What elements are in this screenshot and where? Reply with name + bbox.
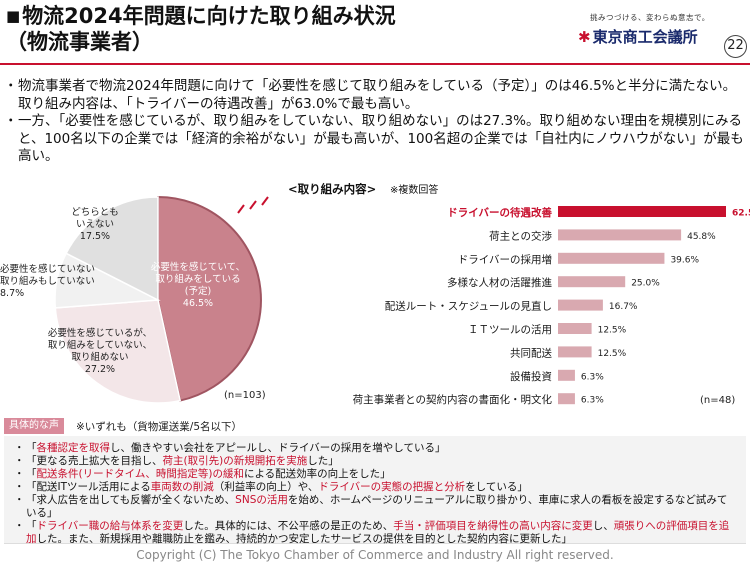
- bar-value-label: 6.3%: [581, 396, 604, 406]
- bar: [558, 323, 592, 334]
- bar-category-label: 多様な人材の活躍推進: [447, 276, 552, 289]
- bullet-mark: ・: [4, 78, 18, 94]
- voice-text: 「配送条件(リードタイム、時間指定等)の緩和による配送効率の向上をした」: [26, 468, 391, 480]
- voices-tag: 具体的な声: [4, 418, 64, 434]
- voice-text: 「更なる売上拡大を目指し、荷主(取引先)の新規開拓を実施した」: [26, 455, 339, 467]
- pie-slice-label: 必要性を感じているが、取り組みをしていない、取り組めない 27.2%: [48, 327, 152, 375]
- bar-category-label: 設備投資: [510, 370, 552, 383]
- bar-category-label: ＩＴツールの活用: [468, 324, 552, 336]
- pie-slice-label: 必要性を感じていない取り組みもしていない 8.7%: [0, 263, 95, 299]
- page-number: 22: [724, 35, 747, 58]
- bar: [558, 206, 726, 217]
- pie-n-label: (n=103): [224, 390, 266, 401]
- bar-value-label: 12.5%: [598, 326, 627, 336]
- bar: [558, 393, 575, 405]
- highlight-accent-mark: [249, 200, 257, 210]
- voice-item: ・「各種認定を取得し、働きやすい会社をアピールし、ドライバーの採用を増やしている…: [14, 442, 736, 455]
- bar-value-label: 25.0%: [631, 279, 660, 289]
- bar-chart-title: <取り組み内容>: [288, 182, 376, 196]
- summary-bullet: ・物流事業者で物流2024年問題に向けて「必要性を感じて取り組みをしている（予定…: [4, 78, 737, 112]
- header-divider: [0, 63, 750, 65]
- pie-slice: [157, 195, 262, 402]
- bar-category-label: ドライバーの待遇改善: [447, 206, 552, 219]
- bar-category-label: ドライバーの採用増: [458, 253, 552, 266]
- bar-category-label: 荷主事業者との契約内容の書面化・明文化: [353, 393, 553, 406]
- bar: [558, 346, 592, 358]
- summary-bullets: ・物流事業者で物流2024年問題に向けて「必要性を感じて取り組みをしている（予定…: [4, 78, 746, 166]
- pie-slice-label: どちらともいえない 17.5%: [71, 207, 119, 242]
- pie-slice: [54, 299, 182, 404]
- bar-category-label: 配送ルート・スケジュールの見直し: [385, 300, 552, 313]
- copyright: Copyright (C) The Tokyo Chamber of Comme…: [136, 548, 614, 562]
- voice-bullet-mark: ・: [14, 520, 25, 532]
- voice-bullet-mark: ・: [14, 481, 25, 493]
- voice-item: ・「ドライバー職の給与体系を変更した。具体的には、不公平感の是正のため、手当・評…: [14, 520, 736, 546]
- bar-value-label: 62.5%: [732, 209, 750, 219]
- voice-item: ・「配送ITツール活用による車両数の削減（利益率の向上）や、ドライバーの実態の把…: [14, 481, 736, 494]
- voices-note: ※いずれも（貨物運送業/5名以下）: [76, 421, 243, 433]
- title-line-1: ■物流2024年問題に向けた取り組み状況: [6, 4, 396, 28]
- voice-text: 「求人広告を出しても反響が全くないため、SNSの活用を始め、ホームページのリニュ…: [26, 494, 728, 519]
- bar-value-label: 16.7%: [609, 302, 638, 312]
- voice-bullet-mark: ・: [14, 455, 25, 467]
- bar-category-label: 共同配送: [510, 346, 552, 359]
- bar-value-label: 39.6%: [670, 255, 699, 265]
- bar: [558, 252, 665, 264]
- bar-value-label: 6.3%: [581, 372, 604, 382]
- summary-bullet: ・一方、「必要性を感じているが、取り組みをしていない、取り組めない」のは27.3…: [4, 113, 744, 164]
- bar-value-label: 12.5%: [598, 349, 627, 359]
- charts-area: 必要性を感じていて、取り組みをしている(予定) 46.5% 必要性を感じているが、取…: [0, 182, 750, 406]
- bar: [558, 369, 575, 381]
- voices-box: [4, 436, 746, 544]
- bar: [558, 299, 603, 311]
- logo-text: 東京商工会議所: [592, 28, 698, 46]
- logo-mark-icon: ✱: [578, 28, 591, 46]
- voice-bullet-mark: ・: [14, 494, 25, 506]
- logo: ✱ 東京商工会議所: [578, 26, 698, 47]
- voice-text: 「各種認定を取得し、働きやすい会社をアピールし、ドライバーの採用を増やしている」: [26, 442, 446, 454]
- voice-bullet-mark: ・: [14, 442, 25, 454]
- highlight-accent-mark: [237, 204, 245, 214]
- slogan: 挑みつづける、変わらぬ意志で。: [590, 13, 710, 22]
- bar-chart-subtitle: ※複数回答: [390, 183, 438, 196]
- page-title: ■物流2024年問題に向けた取り組み状況 （物流事業者）: [6, 3, 526, 55]
- bullet-mark: ・: [4, 113, 18, 129]
- voice-item: ・「求人広告を出しても反響が全くないため、SNSの活用を始め、ホームページのリニ…: [14, 494, 736, 520]
- voice-text: 「配送ITツール活用による車両数の削減（利益率の向上）や、ドライバーの実態の把握…: [26, 481, 528, 493]
- highlight-accent-mark: [261, 196, 269, 206]
- bar: [558, 276, 626, 288]
- voice-text: 「ドライバー職の給与体系を変更した。具体的には、不公平感の是正のため、手当・評価…: [26, 520, 730, 545]
- bar-category-label: 荷主との交渉: [489, 229, 552, 242]
- bar-value-label: 45.8%: [687, 232, 716, 242]
- voice-item: ・「更なる売上拡大を目指し、荷主(取引先)の新規開拓を実施した」: [14, 455, 736, 468]
- voice-item: ・「配送条件(リードタイム、時間指定等)の緩和による配送効率の向上をした」: [14, 468, 736, 481]
- pie-chart: 必要性を感じていて、取り組みをしている(予定) 46.5% 必要性を感じているが、取…: [0, 195, 266, 404]
- voice-bullet-mark: ・: [14, 468, 25, 480]
- bar-n-label: (n=48): [700, 395, 735, 406]
- pie-slice: [65, 196, 159, 302]
- title-line-2: （物流事業者）: [6, 30, 153, 54]
- pie-slice-label: 必要性を感じていて、取り組みをしている(予定) 46.5%: [151, 261, 245, 309]
- bar: [558, 229, 682, 241]
- title-square-icon: ■: [6, 7, 21, 25]
- voices-list: ・「各種認定を取得し、働きやすい会社をアピールし、ドライバーの採用を増やしている…: [14, 442, 736, 546]
